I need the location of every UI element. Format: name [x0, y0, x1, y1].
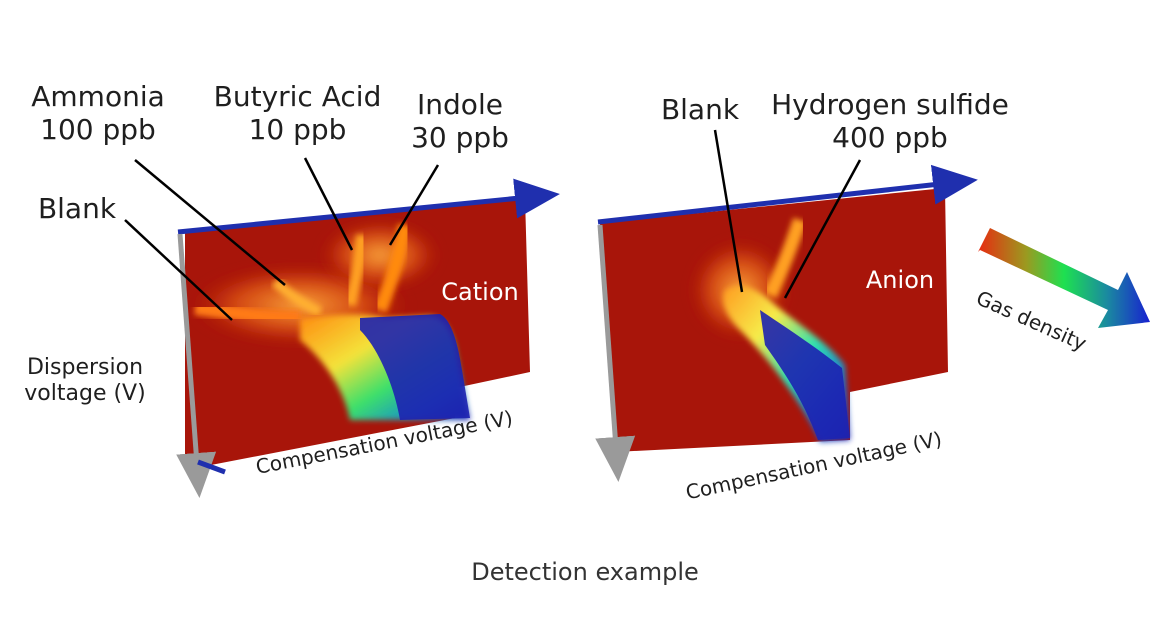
cation-x-axis — [177, 178, 560, 235]
ammonia-leader — [134, 159, 286, 286]
cation-z-axis — [197, 459, 226, 475]
hydrogen-sulfide-label: Hydrogen sulfide 400 ppb — [771, 88, 1009, 155]
ammonia-label: Ammonia 100 ppb — [31, 80, 165, 147]
figure-caption: Detection example — [471, 558, 699, 586]
anion-plume-core — [760, 310, 850, 440]
anion-x-axis — [597, 164, 978, 225]
butyric-leader — [303, 157, 354, 251]
h2s-leader — [783, 159, 862, 299]
indole-leader — [388, 164, 440, 246]
gas-density-legend — [978, 228, 1150, 328]
anion-blank-leader — [713, 129, 744, 293]
anion-y-axis — [595, 224, 636, 482]
cation-plume-core — [360, 314, 470, 420]
cation-title: Cation — [441, 278, 519, 306]
ammonia-peak — [271, 278, 323, 317]
anion-blank-label: Blank — [660, 93, 740, 126]
anion-title: Anion — [865, 266, 935, 294]
butyric-acid-label: Butyric Acid 10 ppb — [213, 80, 382, 147]
cation-blank-leader — [124, 219, 233, 321]
gas-density-gradient-arrow — [978, 228, 1150, 328]
butyric-peak — [344, 234, 368, 307]
cation-glow-upper — [320, 220, 440, 290]
indole-label: Indole 30 ppb — [411, 88, 509, 155]
cation-blank-label: Blank — [37, 192, 117, 225]
cation-panel — [124, 157, 560, 498]
indole-peak — [373, 223, 412, 313]
anion-panel — [595, 129, 978, 482]
anion-peak-streak — [763, 217, 807, 299]
cation-blank-peak — [194, 301, 301, 325]
dispersion-voltage-label: Dispersion voltage (V) — [24, 355, 146, 406]
